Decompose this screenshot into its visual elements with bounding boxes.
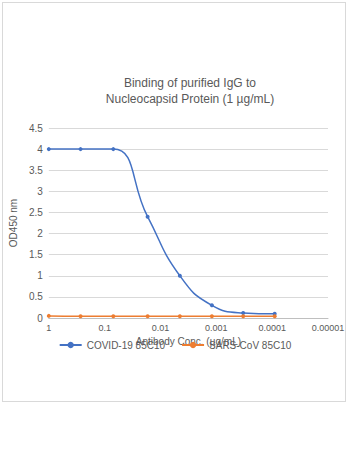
svg-text:0.1: 0.1	[98, 323, 111, 333]
svg-text:0.0001: 0.0001	[258, 323, 286, 333]
svg-text:4: 4	[37, 144, 43, 155]
svg-text:3: 3	[37, 186, 43, 197]
svg-text:2.5: 2.5	[29, 207, 43, 218]
svg-text:0.00001: 0.00001	[312, 323, 345, 333]
svg-text:4.5: 4.5	[29, 123, 43, 134]
svg-text:COVID-19 85C10: COVID-19 85C10	[87, 340, 166, 351]
svg-text:Binding of purified IgG to: Binding of purified IgG to	[124, 76, 256, 90]
svg-text:2: 2	[37, 228, 43, 239]
svg-text:0.001: 0.001	[205, 323, 228, 333]
svg-text:0.5: 0.5	[29, 291, 43, 302]
svg-text:1: 1	[37, 270, 43, 281]
svg-text:0: 0	[37, 313, 43, 324]
svg-text:SARS-CoV 85C10: SARS-CoV 85C10	[209, 340, 292, 351]
svg-text:0.01: 0.01	[152, 323, 170, 333]
svg-text:Nucleocapsid Protein (1 µg/mL): Nucleocapsid Protein (1 µg/mL)	[106, 92, 274, 106]
svg-text:1.5: 1.5	[29, 249, 43, 260]
svg-text:1: 1	[46, 323, 51, 333]
svg-text:3.5: 3.5	[29, 165, 43, 176]
svg-text:OD450 nm: OD450 nm	[8, 199, 19, 247]
